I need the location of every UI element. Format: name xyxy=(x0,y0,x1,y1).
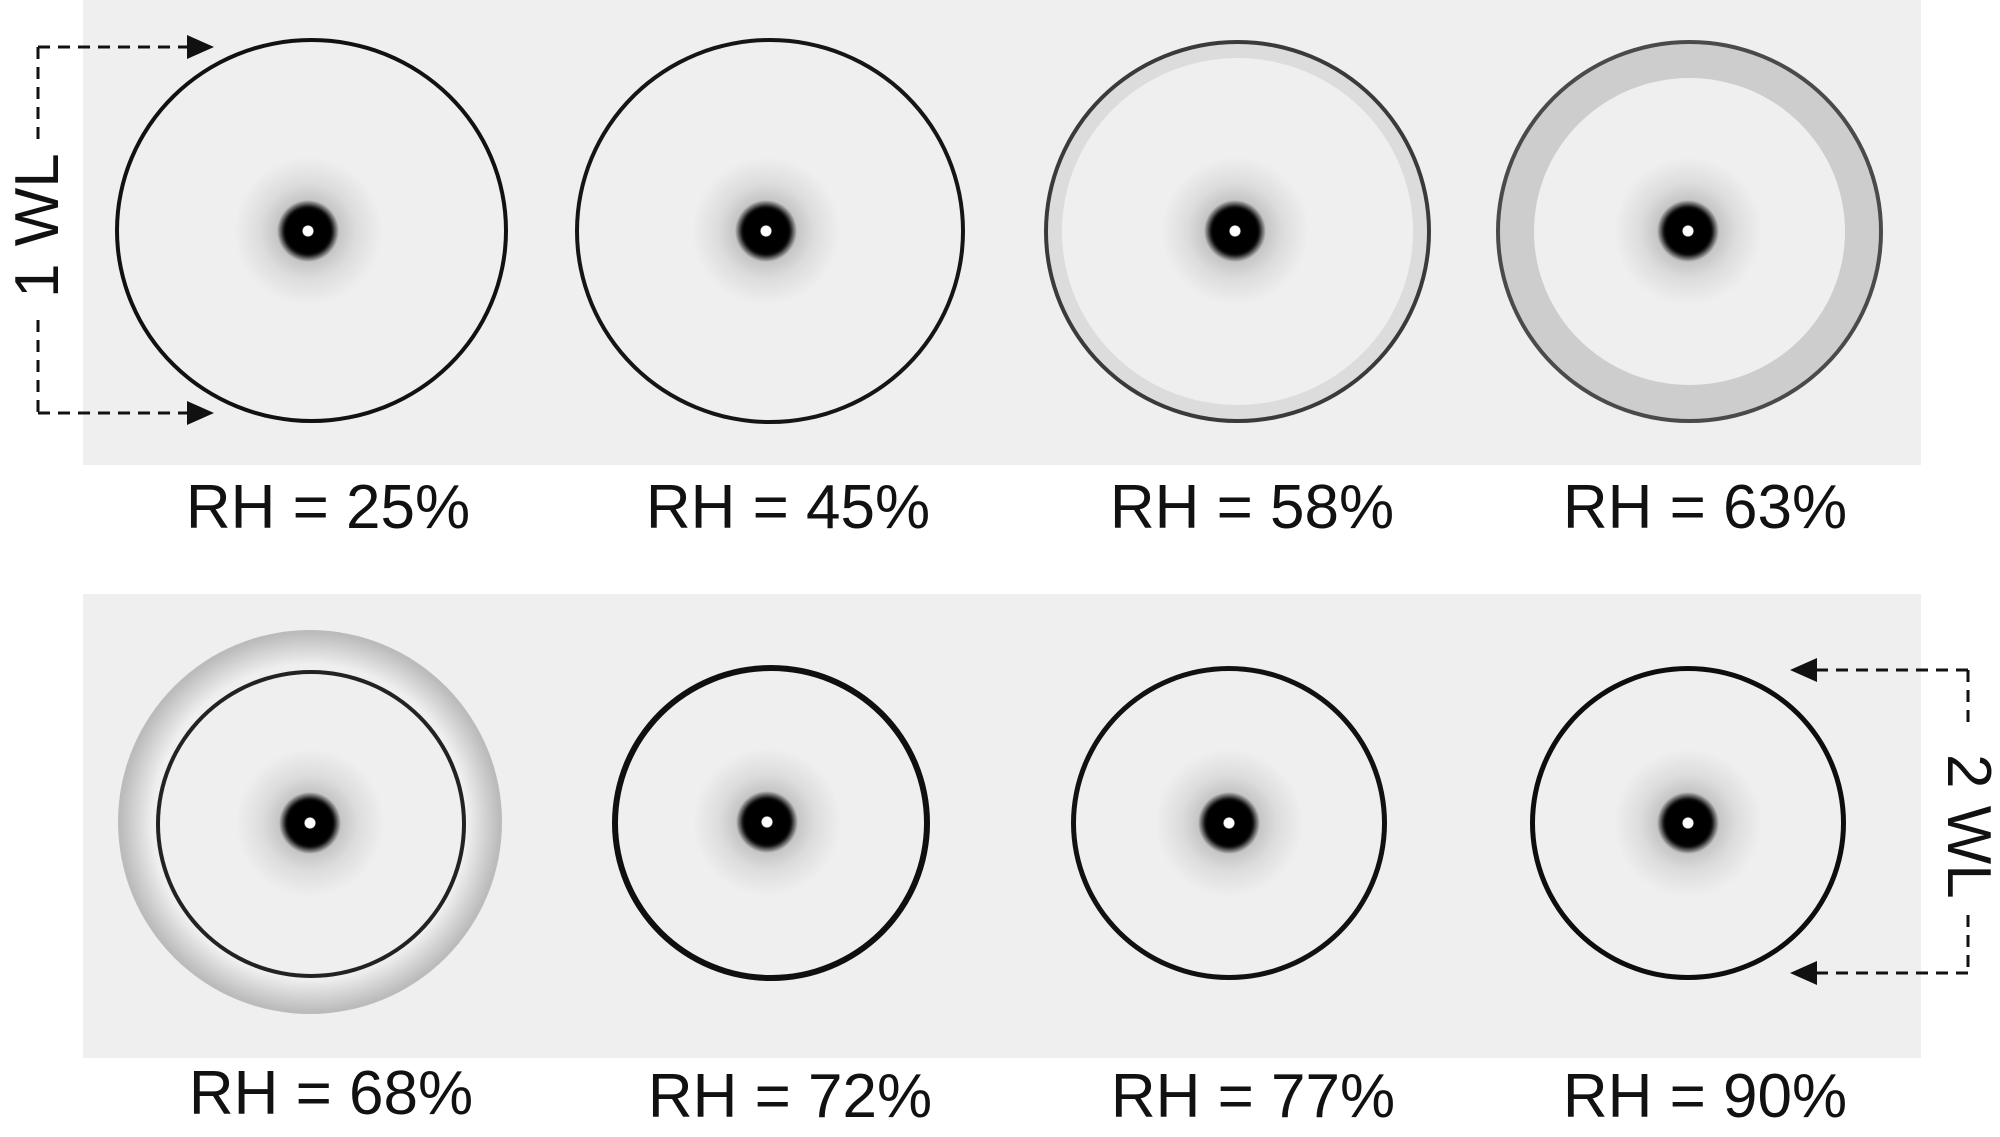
beam-stop-center xyxy=(277,200,339,262)
scale-bar-2wl xyxy=(1790,658,1970,985)
rh-caption: RH = 90% xyxy=(1562,1062,1848,1131)
diffraction-ring xyxy=(1496,40,1883,423)
rh-caption: RH = 58% xyxy=(1109,473,1395,542)
rh-caption: RH = 25% xyxy=(185,473,471,542)
beam-stop-center xyxy=(1204,200,1266,262)
diffraction-ring xyxy=(1044,40,1431,423)
beam-stop-center xyxy=(736,791,798,853)
diffraction-ring xyxy=(1530,666,1846,980)
scale-bar-1wl xyxy=(36,35,214,425)
diffraction-ring xyxy=(115,38,508,423)
rh-caption: RH = 68% xyxy=(188,1059,474,1128)
scale-label-1wl: 1 WL xyxy=(3,153,72,298)
beam-stop-center xyxy=(1657,792,1719,854)
diffraction-ring xyxy=(1071,666,1387,980)
beam-stop-center xyxy=(279,792,341,854)
rh-caption: RH = 45% xyxy=(645,473,931,542)
rh-caption: RH = 77% xyxy=(1110,1062,1396,1131)
diffraction-ring xyxy=(156,670,466,978)
beam-stop-center xyxy=(1657,200,1719,262)
scale-label-2wl: 2 WL xyxy=(1934,754,2000,899)
beam-stop-center xyxy=(1198,792,1260,854)
beam-stop-center xyxy=(735,200,797,262)
rh-caption: RH = 63% xyxy=(1562,473,1848,542)
rh-caption: RH = 72% xyxy=(647,1062,933,1131)
diffraction-ring xyxy=(575,38,965,424)
diffraction-ring xyxy=(612,665,930,981)
